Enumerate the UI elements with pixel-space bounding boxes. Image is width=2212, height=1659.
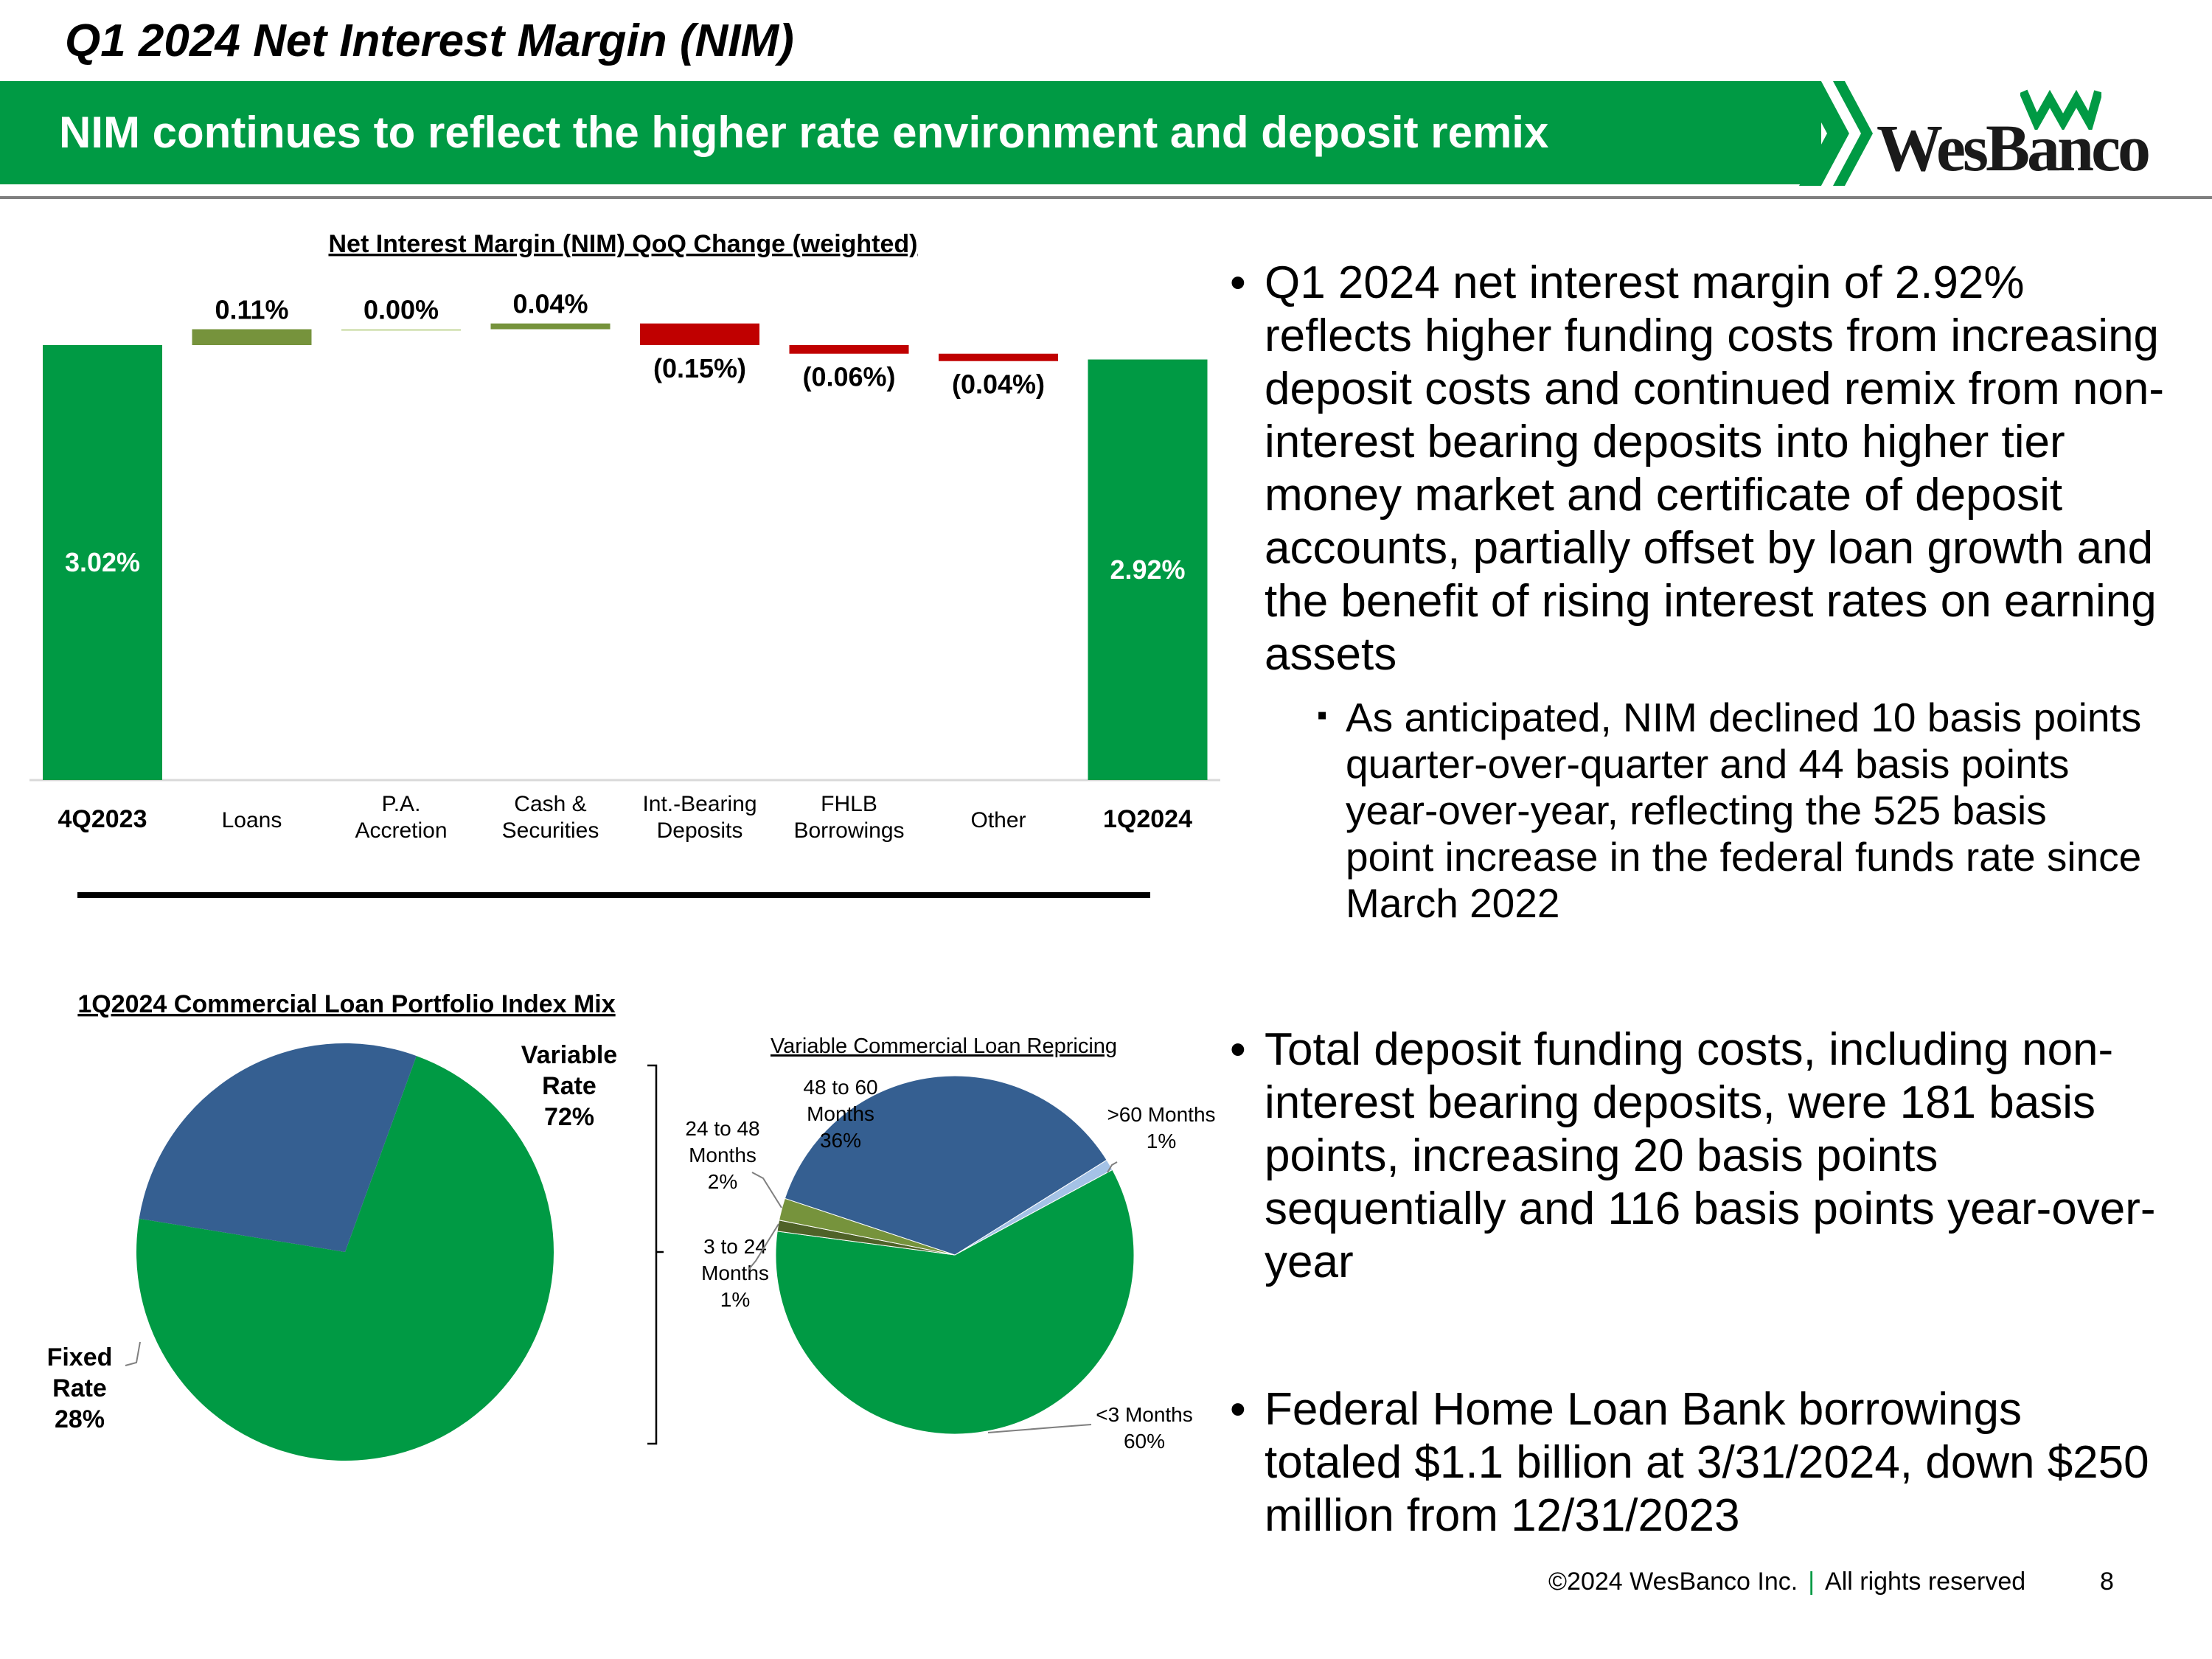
waterfall-bar <box>341 329 461 331</box>
pie2-slice <box>784 1075 1107 1256</box>
waterfall-category-label: Other <box>970 808 1026 832</box>
bullet-dot: • <box>1230 1024 1246 1075</box>
bullet-dot: • <box>1230 1384 1246 1435</box>
pie2-leader-line <box>1107 1161 1118 1173</box>
footer-separator: | <box>1808 1568 1815 1596</box>
title-banner <box>0 81 1821 184</box>
footer-copyright: ©2024 WesBanco Inc. <box>1548 1568 1798 1596</box>
waterfall-divider <box>77 892 1150 898</box>
pie1-label-fixed: Fixed Rate 28% <box>47 1343 113 1433</box>
waterfall-category-label: P.A. Accretion <box>355 792 447 843</box>
waterfall-data-label: (0.04%) <box>952 369 1045 400</box>
footer: ©2024 WesBanco Inc. | All rights reserved <box>1548 1568 2025 1596</box>
waterfall-bar <box>1088 359 1208 780</box>
pie2-leader-line <box>751 1172 782 1208</box>
pie2-label-gt60: >60 Months 1% <box>1107 1103 1215 1152</box>
waterfall-title: Net Interest Margin (NIM) QoQ Change (we… <box>328 230 917 258</box>
bullet-nim: Q1 2024 net interest margin of 2.92% ref… <box>1265 257 2164 680</box>
waterfall-category-label: Loans <box>222 808 282 832</box>
waterfall-data-label: 0.00% <box>364 295 439 325</box>
pie1-leader-line <box>125 1341 141 1366</box>
pie1-title: 1Q2024 Commercial Loan Portfolio Index M… <box>77 990 615 1018</box>
waterfall-category-label: 4Q2023 <box>58 805 147 833</box>
waterfall-bar <box>789 345 909 354</box>
nim-waterfall-chart: Net Interest Margin (NIM) QoQ Change (we… <box>29 230 1220 898</box>
waterfall-bar <box>43 345 162 780</box>
pie2-label-lt3: <3 Months 60% <box>1096 1403 1193 1453</box>
waterfall-data-label: 0.04% <box>512 289 588 319</box>
pie2-label-24-48: 24 to 48 Months 2% <box>685 1117 759 1193</box>
pie2-slice <box>775 1169 1135 1435</box>
waterfall-bar <box>640 323 759 345</box>
logo-mark-icon <box>2020 89 2101 130</box>
page-number: 8 <box>2100 1568 2114 1596</box>
bullet-deposit-costs: Total deposit funding costs, including n… <box>1265 1024 2156 1287</box>
repricing-pie-chart: Variable Commercial Loan Repricing 48 to … <box>685 1034 1215 1453</box>
waterfall-data-label: 3.02% <box>65 547 140 577</box>
waterfall-data-label: 2.92% <box>1110 554 1185 585</box>
waterfall-data-label: (0.06%) <box>802 362 895 392</box>
sub-bullet-square: ▪ <box>1317 699 1328 731</box>
waterfall-category-label: 1Q2024 <box>1103 805 1192 833</box>
index-mix-pie-chart: 1Q2024 Commercial Loan Portfolio Index M… <box>47 990 664 1461</box>
pie2-leader-line <box>748 1223 779 1270</box>
pie1-bracket <box>647 1064 658 1445</box>
bullet-dot: • <box>1230 257 1246 308</box>
waterfall-data-label: 0.11% <box>215 295 288 325</box>
pie1-slice <box>139 1043 417 1252</box>
chevron-icon <box>1799 81 1873 186</box>
bullet-fhlb: Federal Home Loan Bank borrowings totale… <box>1265 1384 2149 1541</box>
pie2-title: Variable Commercial Loan Repricing <box>771 1034 1117 1058</box>
waterfall-category-label: Cash & Securities <box>502 792 599 843</box>
header-rule <box>0 196 2212 199</box>
pie2-label-48-60: 48 to 60 Months 36% <box>803 1076 877 1152</box>
waterfall-category-label: Int.-Bearing Deposits <box>642 792 757 843</box>
waterfall-bar <box>490 323 611 330</box>
pie2-leader-line <box>987 1424 1092 1433</box>
waterfall-bar <box>939 353 1058 361</box>
footer-rights: All rights reserved <box>1825 1568 2026 1596</box>
pie1-label-variable: Variable Rate 72% <box>521 1041 617 1131</box>
company-logo: WesBanco <box>1877 112 2151 185</box>
pie2-label-3-24: 3 to 24 Months 1% <box>701 1235 769 1311</box>
waterfall-bar <box>192 329 312 345</box>
waterfall-category-label: FHLB Borrowings <box>793 792 904 843</box>
sub-bullet-nim-decline: As anticipated, NIM declined 10 basis po… <box>1346 695 2142 926</box>
waterfall-data-label: (0.15%) <box>653 353 746 383</box>
page-title: Q1 2024 Net Interest Margin (NIM) <box>65 15 794 66</box>
pie1-slice <box>136 1056 554 1461</box>
banner-text: NIM continues to reflect the higher rate… <box>59 108 1549 157</box>
